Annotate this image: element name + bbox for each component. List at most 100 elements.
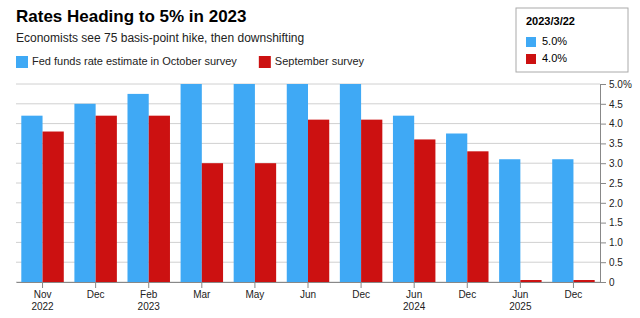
bar [43, 132, 64, 282]
tick-label: May [245, 289, 264, 300]
tick: 2.5 [600, 178, 623, 189]
tick-label: 3.5 [609, 138, 623, 149]
tick-label: Dec [352, 289, 370, 300]
tick: 5.0% [600, 79, 632, 90]
tick: Mar [193, 282, 211, 300]
tick-mark [600, 163, 606, 164]
tick-label: 1.5 [609, 217, 623, 228]
tick-label: 3.0 [609, 158, 623, 169]
bar [340, 84, 361, 282]
bar [446, 134, 467, 283]
tick-label: Dec [565, 289, 583, 300]
bars [21, 84, 594, 282]
tick: 3.5 [600, 138, 623, 149]
title: Rates Heading to 5% in 2023 [16, 7, 247, 26]
tick-mark [600, 242, 606, 243]
tick-label: 0.5 [609, 257, 623, 268]
tick-mark [361, 282, 362, 288]
tick-mark [42, 282, 43, 288]
bar [181, 84, 202, 282]
annotation-line: 4.0% [542, 52, 567, 64]
annotation-box [516, 8, 628, 72]
bar [96, 116, 117, 282]
bar [127, 94, 148, 282]
tick-mark [600, 203, 606, 204]
tick-label: Jun2025 [509, 289, 532, 312]
plot: Nov2022 Dec Feb2023 Mar May Jun Dec Jun2024 Dec J… [16, 79, 632, 312]
annotation-title: 2023/3/22 [526, 15, 575, 27]
tick: Dec [458, 282, 476, 300]
tick-mark [201, 282, 202, 288]
tick-mark [600, 282, 606, 283]
legend-swatch [16, 56, 28, 68]
legend-label: Fed funds rate estimate in October surve… [32, 55, 237, 67]
tick-label: Dec [458, 289, 476, 300]
tick-label: 4.0 [609, 118, 623, 129]
tick-label: 0 [609, 277, 615, 288]
tick: 0.5 [600, 257, 623, 268]
tick: Jun [300, 282, 316, 300]
series [21, 84, 573, 282]
bar [573, 280, 594, 282]
bar [255, 163, 276, 282]
tick-mark [600, 183, 606, 184]
tick: 1.0 [600, 237, 623, 248]
series [43, 116, 595, 282]
bar [202, 163, 223, 282]
annotation-swatch [526, 37, 536, 47]
tick-mark [467, 282, 468, 288]
tick-label: 4.5 [609, 99, 623, 110]
bar [21, 116, 42, 282]
tick: Dec [565, 282, 583, 300]
tick-label: Nov2022 [31, 289, 54, 312]
tick: 4.0 [600, 118, 623, 129]
annotation: 2023/3/22 5.0% 4.0% [516, 8, 628, 72]
tick-label: 2.0 [609, 198, 623, 209]
chart: Rates Heading to 5% in 2023 Economists se… [0, 0, 640, 318]
tick: May [245, 282, 264, 300]
tick-mark [600, 84, 606, 85]
tick-mark [600, 223, 606, 224]
legend-swatch [259, 56, 271, 68]
tick-label: Feb2023 [138, 289, 161, 312]
tick-mark [308, 282, 309, 288]
bar [499, 159, 520, 282]
tick: Nov2022 [31, 282, 54, 312]
y-axis: 0 0.5 1.0 1.5 2.0 2.5 3.0 3.5 4.0 4.5 5.0% [600, 79, 632, 288]
tick-mark [600, 124, 606, 125]
tick-mark [600, 143, 606, 144]
tick-label: Dec [87, 289, 105, 300]
tick: Feb2023 [138, 282, 161, 312]
tick: 3.0 [600, 158, 623, 169]
tick: Jun2024 [403, 282, 426, 312]
bar [308, 120, 329, 282]
bar [74, 104, 95, 282]
tick-label: 2.5 [609, 178, 623, 189]
x-axis: Nov2022 Dec Feb2023 Mar May Jun Dec Jun2024 Dec J… [17, 282, 601, 312]
tick: 1.5 [600, 217, 623, 228]
tick-label: Jun [300, 289, 316, 300]
bar [287, 84, 308, 282]
subtitle: Economists see 75 basis-point hike, then… [16, 31, 304, 45]
tick: Dec [87, 282, 105, 300]
tick-label: Jun2024 [403, 289, 426, 312]
annotation-line: 5.0% [542, 35, 567, 47]
bar [520, 280, 541, 282]
tick-mark [148, 282, 149, 288]
annotation-swatch [526, 54, 536, 64]
tick: 0 [600, 277, 615, 288]
tick-mark [573, 282, 574, 288]
bar [361, 120, 382, 282]
tick: Dec [352, 282, 370, 300]
bar [414, 139, 435, 282]
tick-mark [414, 282, 415, 288]
legend-label: September survey [275, 55, 365, 67]
tick-mark [95, 282, 96, 288]
tick-label: 1.0 [609, 237, 623, 248]
tick: Jun2025 [509, 282, 532, 312]
tick: 4.5 [600, 99, 623, 110]
tick-mark [600, 104, 606, 105]
tick-label: 5.0% [609, 79, 632, 90]
bar [393, 116, 414, 282]
bar [552, 159, 573, 282]
